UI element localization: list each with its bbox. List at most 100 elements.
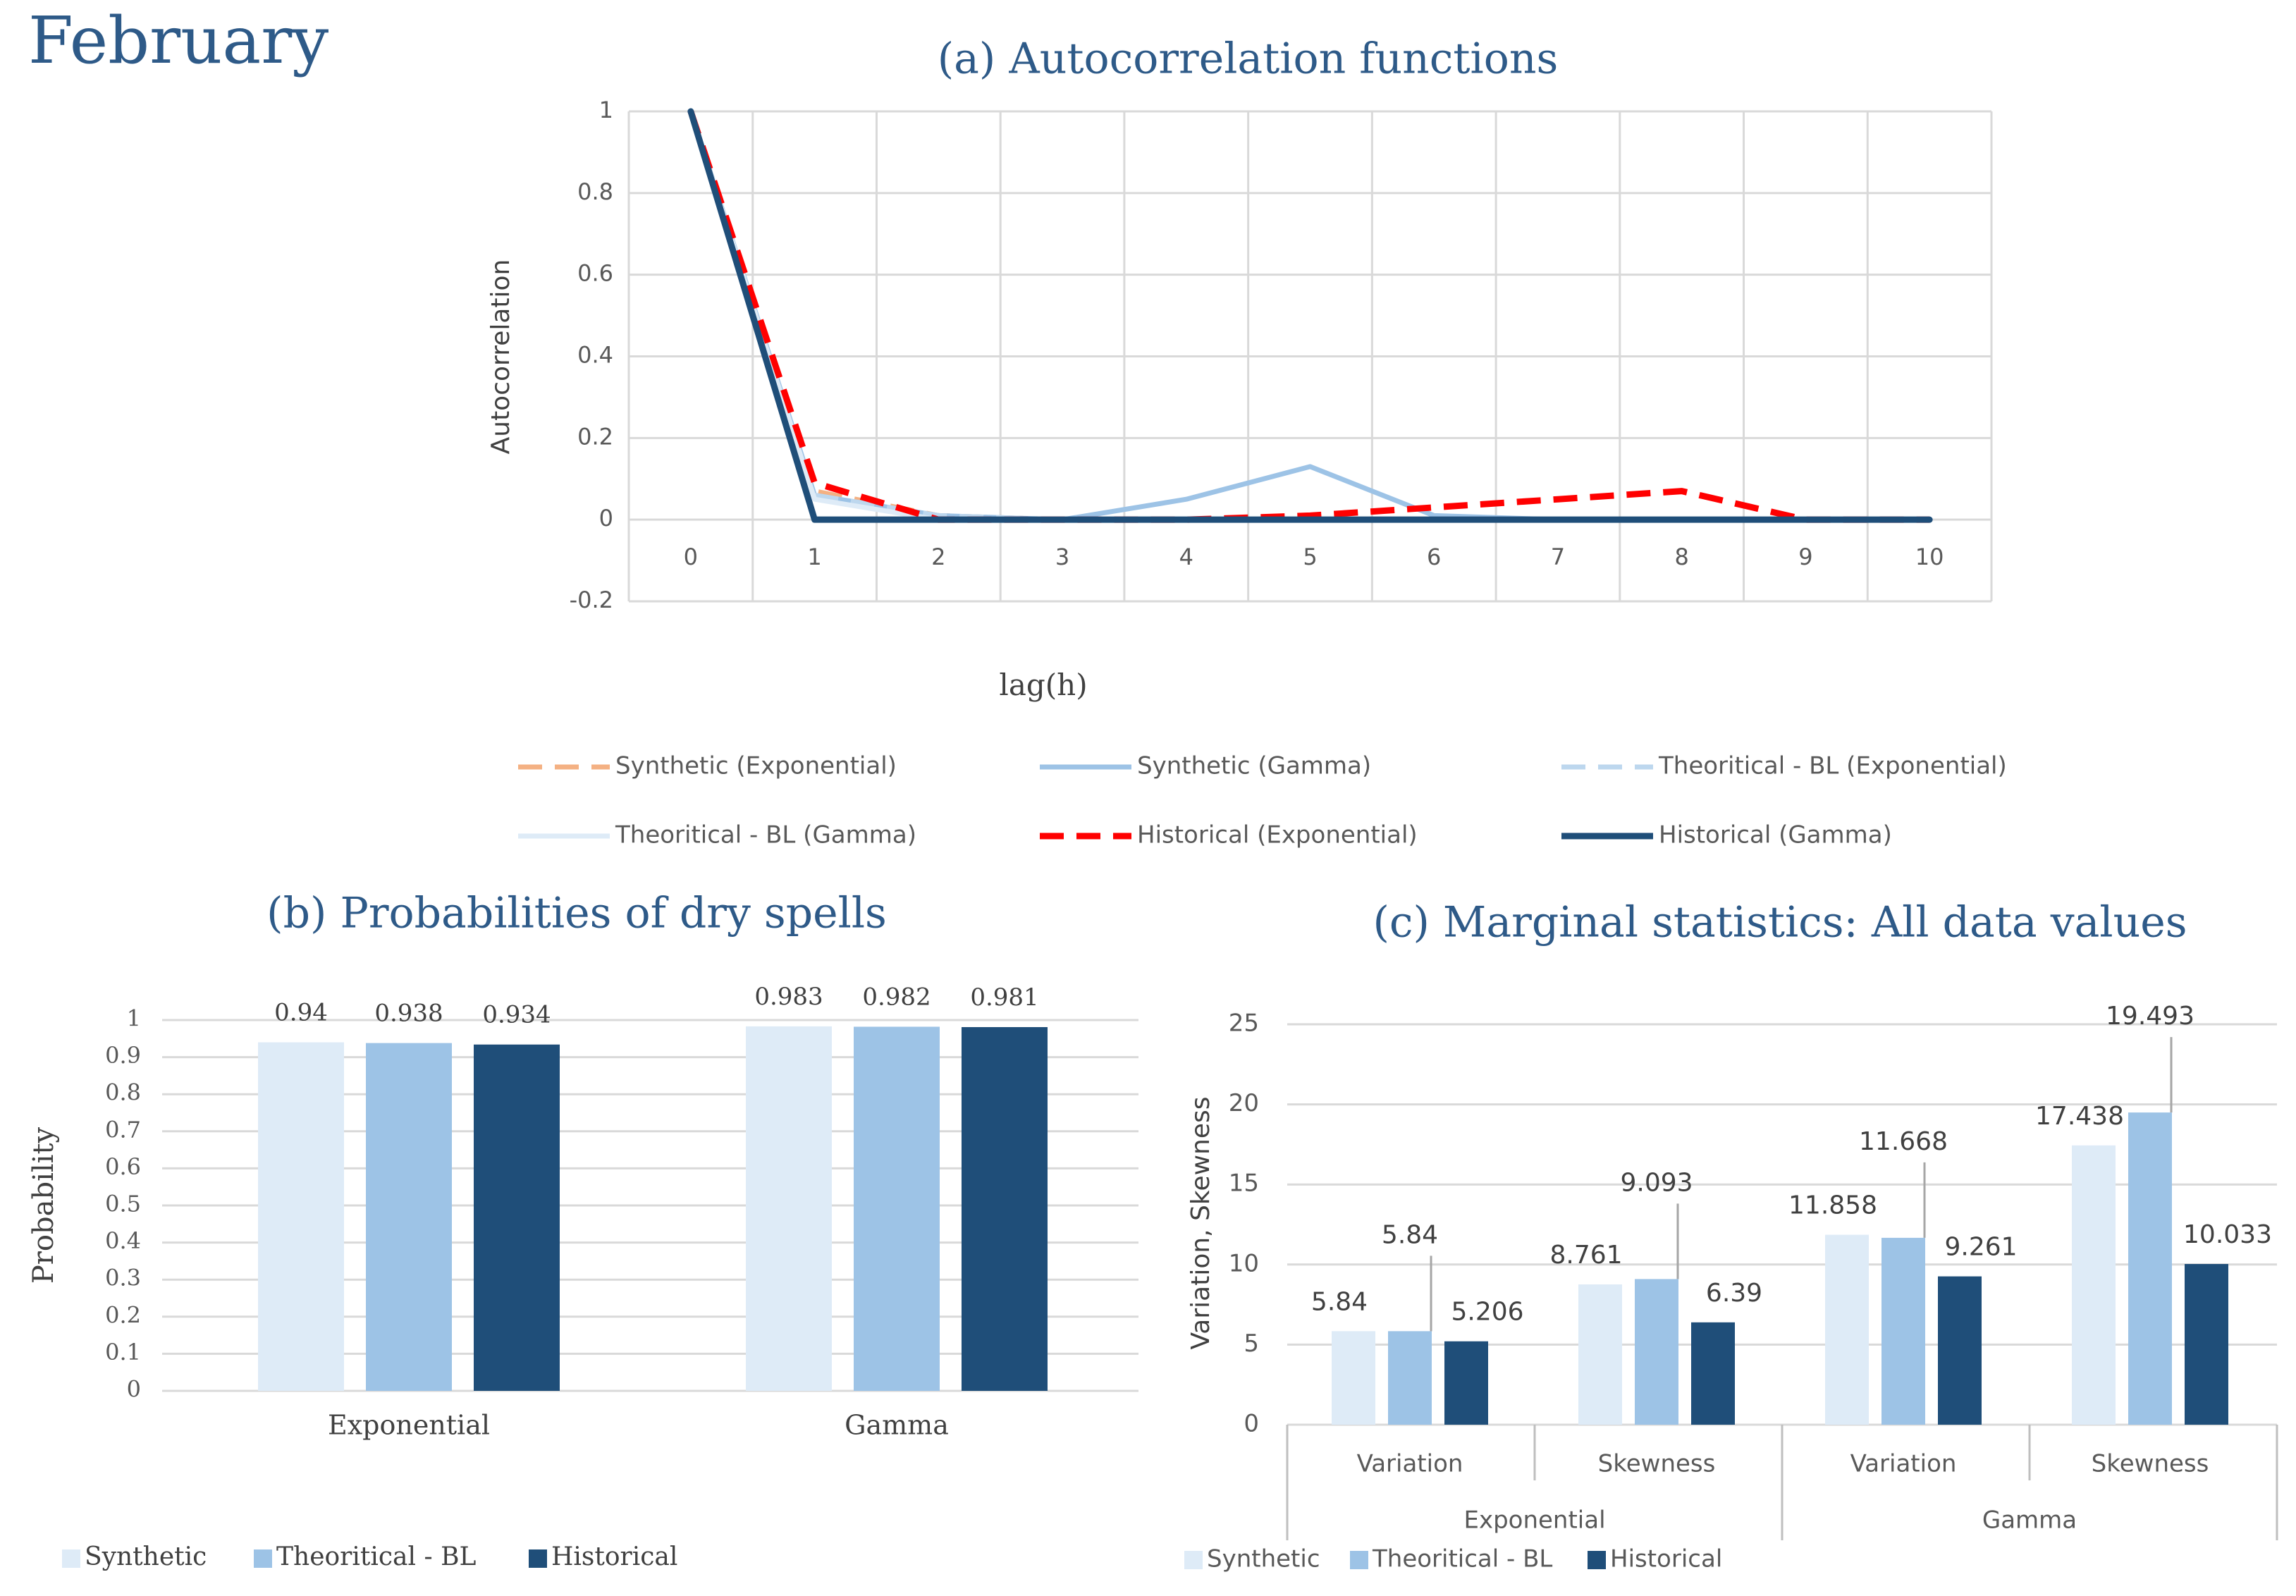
chart-a-xtick-label: 10 bbox=[1915, 544, 1944, 570]
chart-b-bar bbox=[854, 1026, 940, 1391]
chart-b-legend-label: Synthetic bbox=[85, 1542, 207, 1571]
chart-b-bar bbox=[366, 1043, 452, 1391]
chart-c-category-label: Skewness bbox=[2092, 1450, 2209, 1478]
chart-a-xtick-label: 5 bbox=[1303, 544, 1317, 570]
chart-c-ytick-label: 10 bbox=[1229, 1249, 1259, 1277]
chart-c-data-label: 19.493 bbox=[2106, 1002, 2194, 1031]
chart-b-legend-label: Historical bbox=[551, 1542, 677, 1571]
chart-c-legend-label: Historical bbox=[1610, 1545, 1722, 1573]
chart-c-ytick-label: 15 bbox=[1229, 1170, 1259, 1198]
chart-a-legend-label: Synthetic (Exponential) bbox=[615, 752, 897, 780]
chart-a-ytick-label: 1 bbox=[599, 97, 613, 123]
chart-b-ylabel: Probability bbox=[27, 1127, 60, 1284]
chart-c-legend-swatch bbox=[1184, 1551, 1203, 1569]
chart-b-bar bbox=[258, 1042, 344, 1391]
chart-c-bar bbox=[1635, 1279, 1678, 1425]
chart-a-xtick-label: 2 bbox=[931, 544, 945, 570]
chart-c-data-label: 8.761 bbox=[1549, 1241, 1622, 1270]
chart-c-bar bbox=[1578, 1284, 1622, 1425]
chart-a-title: (a) Autocorrelation functions bbox=[938, 35, 1559, 84]
chart-b-data-label: 0.94 bbox=[274, 999, 328, 1027]
chart-a-ytick-label: 0.6 bbox=[577, 260, 613, 287]
chart-b-bar bbox=[746, 1026, 832, 1391]
chart-b-data-label: 0.938 bbox=[374, 1000, 443, 1028]
chart-c-legend-swatch bbox=[1588, 1551, 1606, 1569]
chart-b-title: (b) Probabilities of dry spells bbox=[266, 889, 887, 938]
chart-a-xtick-label: 7 bbox=[1551, 544, 1565, 570]
chart-c-bar bbox=[1332, 1331, 1375, 1425]
chart-a-ytick-label: 0.2 bbox=[577, 423, 613, 450]
chart-a-legend-label: Theoritical - BL (Gamma) bbox=[615, 821, 916, 849]
chart-c-bar bbox=[1388, 1331, 1432, 1425]
chart-c-data-label: 9.093 bbox=[1620, 1168, 1693, 1197]
chart-c-title: (c) Marginal statistics: All data values bbox=[1373, 898, 2187, 947]
chart-b-ytick-label: 0.1 bbox=[105, 1339, 141, 1365]
chart-a-xtick-label: 3 bbox=[1055, 544, 1069, 570]
chart-c-data-label: 11.858 bbox=[1788, 1191, 1877, 1220]
chart-c-group-label: Gamma bbox=[1982, 1506, 2077, 1535]
chart-a-legend-label: Historical (Exponential) bbox=[1137, 821, 1418, 849]
chart-a-legend-label: Historical (Gamma) bbox=[1659, 821, 1892, 849]
chart-b-ytick-label: 0.8 bbox=[105, 1079, 141, 1106]
chart-c-bar bbox=[1938, 1276, 1982, 1425]
chart-a-legend-label: Theoritical - BL (Exponential) bbox=[1658, 752, 2007, 780]
chart-c-ytick-label: 25 bbox=[1229, 1009, 1259, 1038]
chart-a-xtick-label: 4 bbox=[1179, 544, 1193, 570]
chart-a-xtick-label: 0 bbox=[684, 544, 698, 570]
chart-c-category-label: Variation bbox=[1850, 1450, 1957, 1478]
chart-b-data-label: 0.934 bbox=[482, 1001, 551, 1029]
chart-c-bar bbox=[2072, 1145, 2116, 1425]
chart-b-data-label: 0.982 bbox=[862, 983, 931, 1011]
chart-b-ytick-label: 0.3 bbox=[105, 1265, 141, 1291]
chart-c-data-label: 5.84 bbox=[1382, 1220, 1438, 1249]
chart-c-bar bbox=[2128, 1112, 2172, 1425]
chart-b-category-label: Gamma bbox=[845, 1410, 949, 1441]
chart-c-data-label: 17.438 bbox=[2035, 1102, 2124, 1131]
chart-b-ytick-label: 0.7 bbox=[105, 1116, 141, 1143]
chart-c-legend-swatch bbox=[1350, 1551, 1368, 1569]
chart-b-ytick-label: 0.5 bbox=[105, 1191, 141, 1217]
chart-c-bar bbox=[1691, 1322, 1735, 1425]
chart-b-legend-swatch bbox=[529, 1549, 547, 1568]
chart-c-data-label: 5.206 bbox=[1451, 1298, 1523, 1327]
chart-c-ylabel: Variation, Skewness bbox=[1186, 1096, 1215, 1349]
chart-c-data-label: 5.84 bbox=[1311, 1287, 1368, 1316]
chart-c-data-label: 10.033 bbox=[2183, 1220, 2272, 1249]
chart-b-data-label: 0.983 bbox=[754, 983, 823, 1011]
chart-c-group-label: Exponential bbox=[1463, 1506, 1605, 1535]
chart-a-series-historical-gamma bbox=[687, 108, 1933, 523]
chart-c-legend-label: Theoritical - BL bbox=[1372, 1545, 1552, 1573]
chart-b-ytick-label: 0.2 bbox=[105, 1301, 141, 1328]
chart-c-category-label: Variation bbox=[1357, 1450, 1463, 1478]
chart-a-xtick-label: 6 bbox=[1427, 544, 1441, 570]
chart-b-bar bbox=[962, 1026, 1048, 1391]
chart-a-legend-label: Synthetic (Gamma) bbox=[1137, 752, 1371, 780]
chart-c-ytick-label: 0 bbox=[1244, 1410, 1259, 1438]
chart-c-ytick-label: 20 bbox=[1229, 1089, 1259, 1117]
chart-c-bar bbox=[1825, 1234, 1869, 1425]
chart-b-ytick-label: 0.9 bbox=[105, 1042, 141, 1069]
chart-b-legend-label: Theoritical - BL bbox=[276, 1542, 477, 1571]
chart-c-bar bbox=[1444, 1341, 1488, 1425]
chart-a-xtick-label: 9 bbox=[1798, 544, 1812, 570]
chart-b-ytick-label: 0 bbox=[127, 1376, 141, 1403]
chart-c-ytick-label: 5 bbox=[1244, 1330, 1259, 1358]
chart-a-ytick-label: -0.2 bbox=[570, 587, 613, 613]
chart-c-bar bbox=[1881, 1237, 1925, 1425]
chart-a-ylabel: Autocorrelation bbox=[486, 259, 515, 455]
chart-b-legend-swatch bbox=[254, 1549, 272, 1568]
chart-c-category-label: Skewness bbox=[1598, 1450, 1716, 1478]
chart-c-data-label: 9.261 bbox=[1944, 1233, 2017, 1262]
chart-b-ytick-label: 1 bbox=[127, 1005, 141, 1032]
chart-c-data-label: 6.39 bbox=[1706, 1279, 1762, 1308]
chart-b-bar bbox=[474, 1044, 560, 1391]
chart-a-ytick-label: 0.4 bbox=[577, 342, 613, 369]
chart-a-ytick-label: 0 bbox=[599, 505, 613, 532]
chart-b-category-label: Exponential bbox=[328, 1410, 490, 1441]
chart-a-xtick-label: 1 bbox=[807, 544, 821, 570]
chart-b-legend-swatch bbox=[62, 1549, 80, 1568]
chart-b-ytick-label: 0.6 bbox=[105, 1153, 141, 1180]
chart-a-series-historical-exponential bbox=[687, 110, 1930, 523]
chart-c-legend-label: Synthetic bbox=[1207, 1545, 1320, 1573]
